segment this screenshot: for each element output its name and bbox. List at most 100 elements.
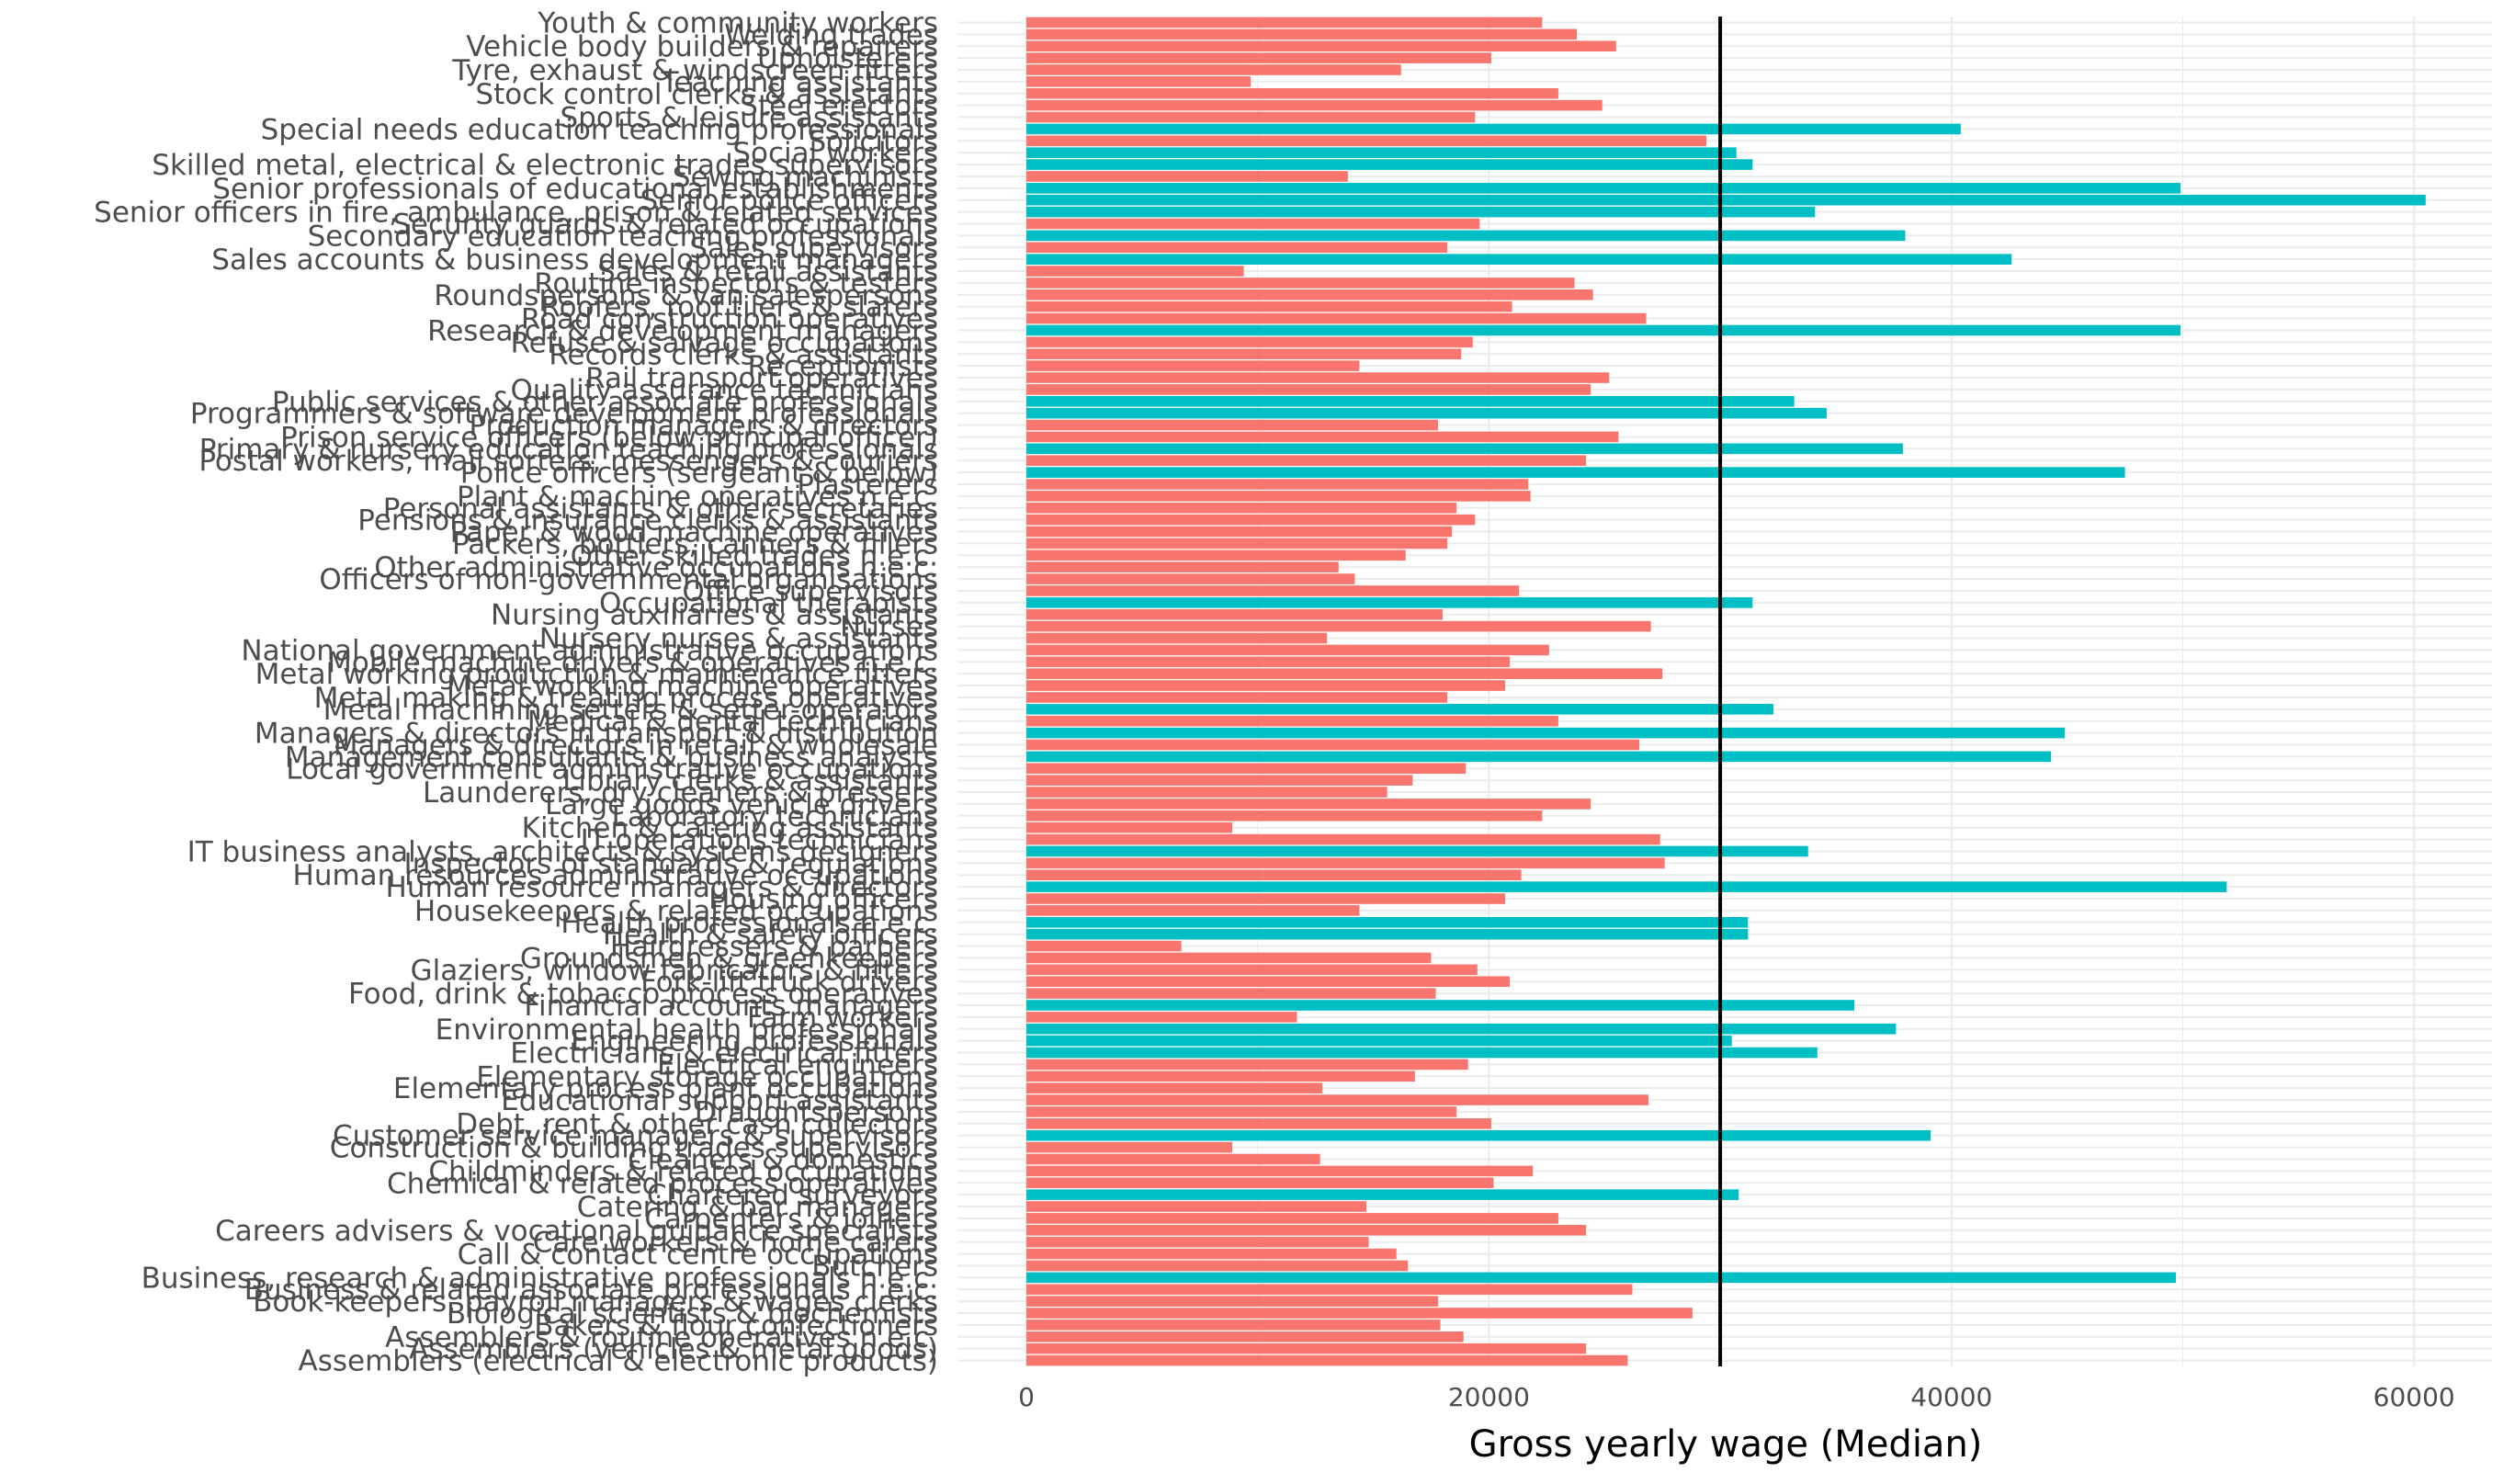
bar [1026, 1342, 1587, 1354]
bar [1026, 324, 2180, 336]
y-tick-label: Upholsterers [757, 42, 938, 75]
bar [1026, 479, 1529, 490]
y-tick-label: National government administrative occup… [241, 634, 938, 667]
y-tick-label: Construction & building trades superviso… [330, 1132, 938, 1165]
bar [1026, 1094, 1649, 1105]
bar [1026, 254, 2012, 265]
y-tick-label: Health & safety officers [603, 919, 938, 952]
bar [1026, 1354, 1628, 1366]
bars [1026, 17, 2426, 1366]
y-tick-label: Records clerks & assistants [549, 338, 938, 371]
bar [1026, 443, 1903, 455]
y-tick-label: Primary & nursery education teaching pro… [199, 433, 938, 466]
y-tick-label: Call & contact centre occupations [458, 1239, 938, 1272]
y-tick-label: Other skilled trades n.e.c. [571, 539, 938, 572]
y-tick-label: IT operations technicians [581, 824, 938, 857]
bar [1026, 491, 1531, 502]
bar [1026, 502, 1457, 514]
y-tick-label: Mobile machine drivers & operatives n.e.… [327, 646, 938, 679]
y-tick-label: Solicitors [808, 125, 938, 158]
y-tick-label: Business & related associate professiona… [244, 1274, 938, 1307]
y-tick-label: Assemblers (electrical & electronic prod… [299, 1345, 938, 1378]
y-tick-label: Butchers [811, 1250, 938, 1283]
y-tick-label: Paper & wood machine operatives [450, 516, 938, 549]
y-tick-label: Sales & retail assistants [597, 255, 938, 289]
y-tick-label: Metal working machine operatives [447, 670, 938, 703]
bar [1026, 1106, 1457, 1117]
bar [1026, 787, 1387, 798]
bar [1026, 833, 1660, 845]
bar [1026, 1201, 1366, 1212]
y-tick-label: Catering & bar managers [577, 1191, 938, 1224]
bar [1026, 905, 1360, 916]
y-tick-label: Plasterers [797, 469, 938, 502]
y-tick-label: Electrical engineers [657, 1048, 938, 1082]
y-tick-label: Research & development managers [427, 314, 938, 347]
bar [1026, 656, 1511, 668]
y-tick-label: Sales accounts & business development ma… [211, 244, 938, 277]
bar [1026, 135, 1706, 147]
y-tick-label: Metal making & treating process operativ… [314, 682, 938, 715]
y-tick-label: Managers & directors in retail & wholesa… [334, 729, 938, 762]
y-tick-label: Quality assurance technicians [510, 374, 938, 407]
y-tick-label: Occupational therapists [599, 587, 938, 620]
bar [1026, 620, 1651, 632]
bar [1026, 123, 1961, 135]
bar [1026, 952, 1432, 964]
y-tick-label: Human resources administrative occupatio… [293, 859, 938, 892]
bar [1026, 1320, 1441, 1331]
bar [1026, 526, 1453, 538]
bar [1026, 881, 2227, 892]
bar [1026, 869, 1522, 881]
bar [1026, 1248, 1397, 1260]
y-tick-label: Senior professionals of educational esta… [212, 173, 938, 206]
y-tick-label: Sales supervisors [689, 232, 938, 265]
bar [1026, 727, 2066, 739]
y-tick-label: Business, research & administrative prof… [142, 1262, 938, 1295]
bar [1026, 1331, 1464, 1342]
y-tick-label: Health professionals n.e.c. [561, 907, 938, 940]
bar [1026, 1071, 1415, 1082]
bar [1026, 87, 1558, 99]
y-tick-label: Social workers [732, 137, 938, 170]
y-tick-label: Nurses [840, 611, 938, 644]
bar [1026, 845, 1808, 857]
bar [1026, 680, 1506, 691]
bar [1026, 159, 1753, 170]
y-tick-label: Care workers & home carers [533, 1227, 938, 1260]
bar [1026, 810, 1543, 821]
y-tick-label: Programmers & software development profe… [190, 398, 938, 431]
y-tick-label: Customer service managers & supervisors [333, 1120, 938, 1153]
bar [1026, 242, 1448, 254]
bar [1026, 763, 1467, 775]
x-axis-title: Gross yearly wage (Median) [1469, 1423, 1983, 1466]
bar [1026, 715, 1558, 727]
bar [1026, 278, 1575, 289]
y-tick-label: Rail transport operatives [585, 362, 938, 395]
y-tick-label: Metal working production & maintenance f… [255, 658, 938, 691]
y-tick-label: Food, drink & tobacco process operatives [348, 978, 938, 1011]
y-tick-label: Receptionists [748, 350, 938, 383]
y-tick-label: Managers & directors in transport & dist… [255, 718, 938, 751]
bar [1026, 692, 1448, 703]
bar [1026, 147, 1737, 158]
y-tick-label: Production managers & directors [469, 410, 938, 443]
bar [1026, 455, 1587, 467]
y-tick-label: Office supervisors [682, 575, 938, 608]
y-tick-label: Cleaners & domestics [628, 1143, 938, 1176]
y-tick-label: Launderers, dry cleaners & pressers [423, 776, 938, 810]
y-tick-label: Roundspersons & van salespersons [434, 279, 938, 312]
y-tick-label: Other administrative occupations n.e.c. [374, 551, 938, 584]
bar [1026, 739, 1640, 751]
bar [1026, 17, 1543, 28]
bar [1026, 1000, 1855, 1011]
x-tick-label: 40000 [1910, 1382, 1992, 1412]
bar [1026, 514, 1476, 526]
y-tick-label: IT business analysts, architects & syste… [187, 835, 938, 868]
y-tick-label: Chartered surveyors [647, 1179, 938, 1212]
bar [1026, 1272, 2176, 1284]
y-tick-label: Officers of non-governmental organisatio… [319, 563, 938, 596]
y-tick-label: Secondary education teaching professiona… [308, 220, 938, 253]
bar [1026, 1260, 1409, 1272]
